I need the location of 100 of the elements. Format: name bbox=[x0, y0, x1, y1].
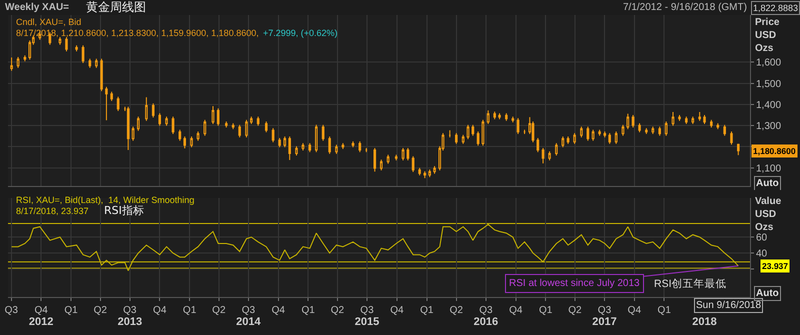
candlestick bbox=[472, 124, 474, 136]
candlestick bbox=[412, 156, 414, 173]
y-tick-label: 1,300 bbox=[756, 121, 782, 132]
y-tick-label: 1,600 bbox=[756, 58, 782, 69]
candlestick bbox=[295, 146, 298, 156]
candlestick bbox=[672, 112, 674, 126]
x2-tick-label: 2017 bbox=[592, 316, 617, 328]
candlestick bbox=[573, 132, 576, 144]
x-tick-label: Q2 bbox=[94, 305, 108, 316]
candlestick bbox=[88, 58, 92, 68]
x-tick-label: Q1 bbox=[302, 305, 316, 316]
annotation: +7.2999, (+0.62%) bbox=[263, 28, 338, 38]
text: RSI指标 bbox=[104, 204, 144, 217]
x-tick-label: Q1 bbox=[658, 305, 672, 316]
candlestick bbox=[523, 129, 526, 134]
candlestick bbox=[482, 119, 484, 146]
candlestick bbox=[315, 124, 318, 153]
candlestick bbox=[250, 116, 253, 125]
candlestick bbox=[105, 86, 108, 121]
y-tick-label: 60 bbox=[756, 232, 768, 244]
candlestick bbox=[225, 121, 228, 128]
candlestick bbox=[598, 129, 601, 136]
candlestick bbox=[678, 114, 681, 122]
candlestick bbox=[116, 96, 120, 112]
x2-tick-label: 2013 bbox=[118, 316, 142, 328]
candlestick bbox=[424, 170, 426, 179]
x-tick-label: Q1 bbox=[182, 305, 197, 316]
candlestick bbox=[542, 147, 544, 164]
candlestick bbox=[126, 106, 130, 151]
candlestick bbox=[75, 44, 78, 52]
candlestick bbox=[58, 36, 62, 46]
x-tick-label: Q4 bbox=[34, 305, 48, 316]
candlestick bbox=[132, 126, 134, 142]
candlestick bbox=[322, 124, 324, 142]
candlestick bbox=[152, 102, 155, 118]
candlestick bbox=[716, 122, 720, 130]
candlestick bbox=[402, 147, 404, 161]
x2-tick-label: 2016 bbox=[474, 316, 498, 328]
x-tick-label: Q2 bbox=[212, 305, 226, 316]
candlestick bbox=[373, 147, 376, 172]
candlestick bbox=[476, 130, 480, 146]
candlestick bbox=[335, 144, 338, 154]
annotation: Cndl, XAU=, Bid bbox=[16, 17, 82, 27]
chart-subtitle: Weekly XAU= bbox=[5, 2, 70, 13]
candlestick bbox=[626, 113, 630, 130]
candlestick bbox=[302, 142, 304, 151]
candlestick bbox=[406, 147, 410, 161]
x-tick-label: Q2 bbox=[568, 305, 582, 316]
candlestick bbox=[608, 132, 611, 144]
candlestick bbox=[512, 116, 514, 123]
annotation: 23.937 bbox=[762, 261, 788, 271]
x2-tick-label: 2015 bbox=[354, 316, 380, 328]
candlestick bbox=[342, 142, 344, 150]
text: Auto bbox=[756, 288, 779, 299]
candlestick bbox=[365, 147, 368, 153]
candlestick bbox=[82, 44, 84, 64]
candlestick bbox=[308, 142, 312, 153]
x-tick-label: Q3 bbox=[123, 305, 137, 316]
candlestick bbox=[216, 108, 220, 126]
candlestick bbox=[536, 138, 540, 153]
y-axis-title: Price USD Ozs bbox=[755, 17, 780, 54]
candlestick bbox=[358, 140, 362, 153]
candlestick bbox=[178, 129, 182, 142]
candlestick bbox=[288, 136, 291, 160]
candlestick bbox=[165, 116, 168, 126]
x2-tick-label: 2014 bbox=[236, 316, 262, 328]
x-tick-label: Q3 bbox=[242, 305, 256, 316]
candlestick bbox=[24, 54, 26, 62]
x-tick-label: Q3 bbox=[360, 305, 374, 316]
annotation: 1,180.8600 bbox=[753, 146, 796, 156]
candlestick bbox=[486, 110, 490, 125]
x-tick-label: Q1 bbox=[538, 305, 553, 316]
candlestick bbox=[283, 136, 286, 148]
y-tick-label: 1,500 bbox=[756, 78, 782, 90]
candlestick bbox=[380, 159, 383, 171]
candlestick bbox=[183, 136, 186, 149]
x-tick-label: Q2 bbox=[450, 305, 464, 316]
candlestick bbox=[645, 128, 648, 134]
candlestick bbox=[505, 112, 508, 122]
candlestick bbox=[730, 130, 733, 146]
candlestick bbox=[145, 96, 148, 122]
candlestick bbox=[592, 129, 594, 142]
candlestick bbox=[698, 112, 701, 122]
candlestick bbox=[418, 167, 421, 176]
x-tick-label: Q3 bbox=[4, 305, 18, 316]
x-tick-label: Q4 bbox=[153, 305, 167, 316]
text: Auto bbox=[756, 178, 779, 189]
candlestick bbox=[136, 116, 140, 132]
candlestick bbox=[245, 119, 248, 138]
chart-title: 黄金周线图 bbox=[86, 0, 146, 14]
x-tick-label: Q4 bbox=[390, 305, 404, 316]
candlestick bbox=[212, 106, 214, 125]
candlestick bbox=[278, 138, 281, 148]
candlestick bbox=[658, 126, 661, 136]
candlestick bbox=[232, 122, 234, 130]
candlestick bbox=[433, 166, 436, 174]
candlestick bbox=[95, 58, 98, 68]
candlestick bbox=[516, 118, 520, 134]
candlestick bbox=[256, 116, 260, 126]
candlestick bbox=[394, 154, 398, 161]
